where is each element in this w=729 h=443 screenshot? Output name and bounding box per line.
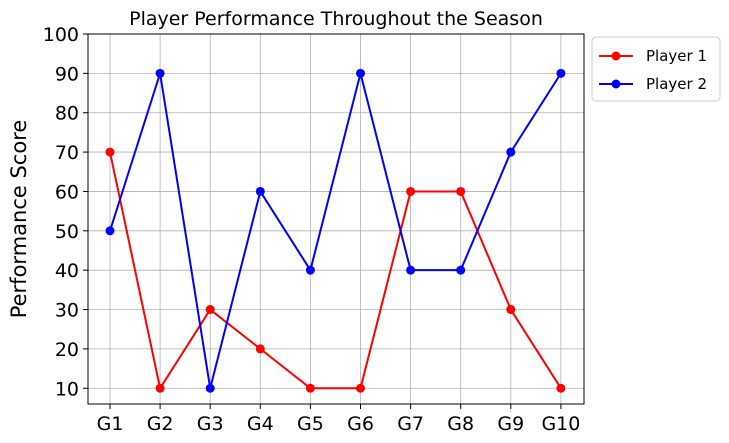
data-point [205, 383, 215, 393]
legend-item: Player 2 [599, 75, 707, 93]
data-point [205, 305, 215, 315]
legend-label: Player 1 [646, 47, 707, 65]
legend-marker [611, 51, 621, 61]
x-tick-label: G7 [397, 413, 424, 435]
x-tick-label: G9 [497, 413, 524, 435]
data-point [506, 305, 516, 315]
y-tick-label: 20 [55, 339, 79, 361]
plot-frame [87, 33, 585, 405]
x-tick-label: G3 [197, 413, 224, 435]
x-tick-label: G5 [297, 413, 324, 435]
legend-label: Player 2 [646, 75, 707, 93]
data-point [506, 147, 516, 157]
y-tick-label: 40 [55, 260, 79, 282]
data-point [305, 383, 315, 393]
y-tick-label: 70 [55, 142, 79, 164]
y-tick-label: 10 [55, 378, 79, 400]
series-line [109, 72, 562, 390]
data-point [105, 226, 115, 236]
legend-item: Player 1 [599, 47, 707, 65]
y-tick-label: 90 [55, 63, 79, 85]
data-point [356, 383, 365, 393]
data-point [456, 186, 466, 196]
x-tick-label: G10 [541, 413, 580, 435]
y-tick-label: 50 [55, 221, 79, 243]
data-point [456, 265, 466, 275]
y-tick-label: 60 [55, 181, 79, 203]
data-point [255, 344, 265, 354]
x-tick-label: G2 [147, 413, 174, 435]
legend: Player 1 Player 2 [591, 36, 721, 102]
data-point [406, 265, 416, 275]
data-point [556, 68, 566, 78]
data-point [356, 68, 365, 78]
x-axis-ticks: G1 G2 G3 G4 G5 G6 G7 G8 G9 G10 [97, 404, 580, 435]
chart-title: Player Performance Throughout the Season [129, 8, 543, 30]
grid [88, 33, 584, 404]
y-axis-label: Performance Score [7, 120, 31, 319]
data-point [305, 265, 315, 275]
x-tick-label: G8 [447, 413, 474, 435]
x-tick-label: G1 [97, 413, 124, 435]
series-line [109, 151, 562, 390]
y-tick-label: 100 [43, 24, 79, 46]
data-point [406, 186, 416, 196]
x-tick-label: G4 [247, 413, 274, 435]
data-point [105, 147, 115, 157]
y-tick-label: 80 [55, 103, 79, 125]
data-point [155, 68, 165, 78]
y-axis-ticks: 10 20 30 40 50 60 70 80 90 100 [43, 24, 88, 400]
series-1 [105, 147, 566, 393]
data-point [255, 186, 265, 196]
data-point [155, 383, 165, 393]
y-tick-label: 30 [55, 300, 79, 322]
x-tick-label: G6 [347, 413, 374, 435]
legend-marker [611, 79, 621, 89]
series-2 [105, 68, 566, 393]
series-group [105, 68, 566, 393]
data-point [556, 383, 566, 393]
